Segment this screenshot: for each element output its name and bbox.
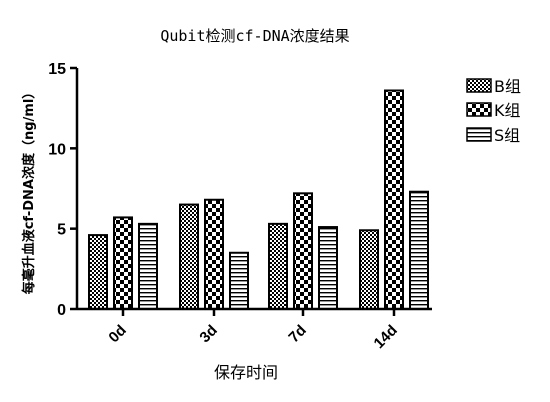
y-axis: 0 5 10 15 [48, 61, 79, 319]
y-tick-label: 5 [57, 222, 66, 239]
y-tick-label: 0 [57, 302, 66, 319]
bar-3d-series-1 [179, 203, 199, 310]
bar-7d-series-3 [318, 226, 338, 310]
x-tick-label-0d: 0d [105, 322, 129, 346]
legend-swatch-2 [466, 102, 492, 117]
legend-label-3: S组 [494, 126, 520, 145]
x-axis-label: 保存时间 [214, 363, 278, 382]
bar-14d-series-2 [384, 89, 404, 310]
legend-label-1: B组 [494, 77, 521, 96]
y-tick-label: 10 [48, 141, 66, 158]
x-tick-label-3d: 3d [196, 322, 220, 346]
bar-3d-series-3 [229, 251, 249, 310]
legend-swatch-3 [466, 127, 492, 142]
bars-layer [88, 89, 429, 311]
bar-14d-series-1 [359, 229, 379, 310]
x-axis: 0d 3d 7d 14d [77, 307, 432, 352]
bar-0d-series-2 [113, 216, 133, 310]
legend-swatch-1 [466, 78, 492, 93]
x-tick-label-7d: 7d [285, 322, 309, 346]
legend: B组 K组 S组 [466, 77, 521, 145]
x-tick-label-14d: 14d [371, 322, 401, 352]
legend-label-2: K组 [494, 101, 521, 120]
bar-7d-series-2 [293, 192, 313, 311]
bar-3d-series-2 [204, 198, 224, 311]
y-tick-label: 15 [48, 61, 66, 78]
chart-title: Qubit检测cf-DNA浓度结果 [160, 27, 349, 45]
y-axis-label: 每毫升血液cf-DNA浓度（ng/ml） [21, 86, 37, 295]
bar-0d-series-3 [138, 222, 158, 310]
bar-14d-series-3 [409, 190, 429, 310]
bar-7d-series-1 [268, 222, 288, 310]
bar-0d-series-1 [88, 234, 108, 311]
